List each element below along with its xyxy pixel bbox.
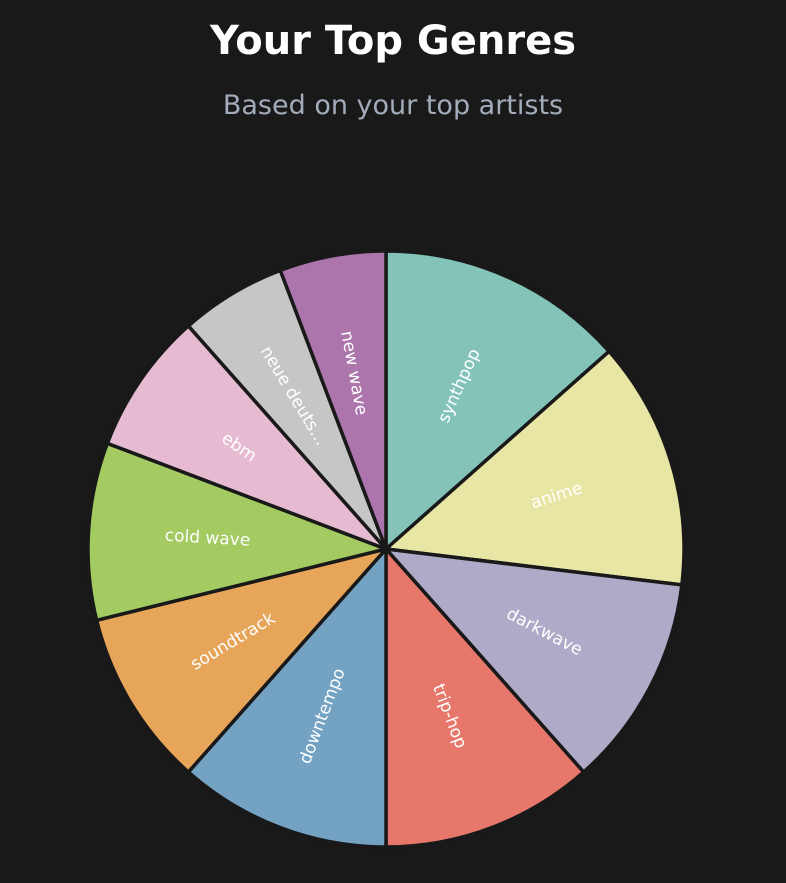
pie-slice-soundtrack [94,545,392,775]
pie-slice-synthpop [384,249,612,553]
chart-title: Your Top Genres [209,18,576,64]
pie-slice-trip-hop [384,544,587,849]
pie-slice-anime [381,348,686,587]
pie-slice-new-wave [278,249,388,550]
pie-slice-darkwave [381,546,684,775]
chart-subtitle: Based on your top artists [222,90,564,121]
pie-slice-downtempo [185,544,388,849]
pie-slice-ebm [105,323,388,551]
pie-slice-cold-wave [86,441,392,623]
